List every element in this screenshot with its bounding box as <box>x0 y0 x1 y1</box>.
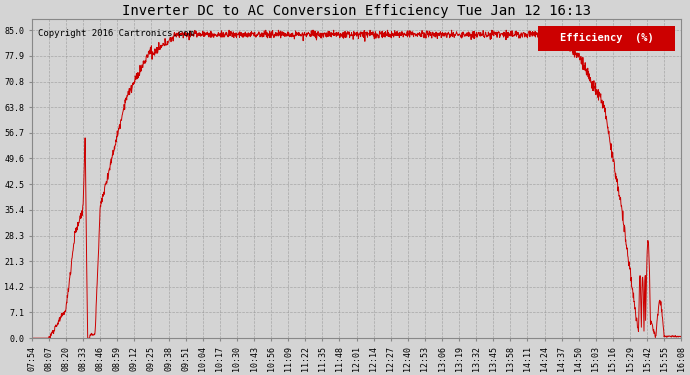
Title: Inverter DC to AC Conversion Efficiency Tue Jan 12 16:13: Inverter DC to AC Conversion Efficiency … <box>122 4 591 18</box>
Text: Copyright 2016 Cartronics.com: Copyright 2016 Cartronics.com <box>39 29 194 38</box>
